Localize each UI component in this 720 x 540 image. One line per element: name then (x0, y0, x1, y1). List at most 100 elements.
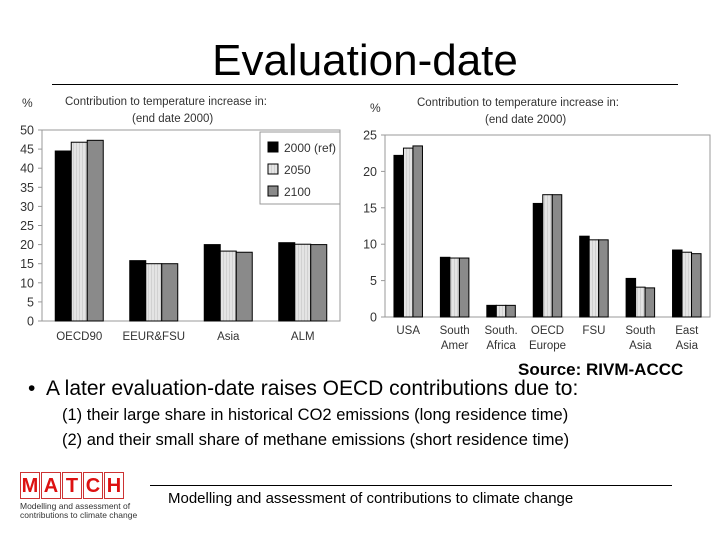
bar (70, 141, 88, 322)
y-tick-label: 20 (363, 165, 377, 179)
bar (219, 250, 237, 322)
chart-svg: % Contribution to temperature increase in… (20, 96, 341, 343)
bar (412, 145, 423, 318)
legend-swatch (267, 141, 279, 153)
x-tick-label: USA (396, 325, 420, 337)
x-tick-label: Africa (486, 340, 516, 352)
bar (278, 242, 296, 322)
x-tick-label: South. (484, 325, 517, 337)
x-tick-label: Europe (529, 340, 566, 352)
bar (294, 243, 312, 322)
chart-subtitle: (end date 2000) (132, 113, 213, 125)
x-tick-label: South (440, 325, 470, 337)
bar (542, 194, 553, 318)
y-tick-label: 25 (363, 129, 377, 143)
y-tick-label: 40 (20, 162, 34, 176)
y-unit-label: % (370, 101, 381, 115)
title-divider (52, 84, 678, 85)
bar (505, 304, 516, 318)
y-tick-label: 45 (20, 143, 34, 157)
legend-swatch (267, 163, 279, 175)
logo-letter: C (83, 472, 103, 499)
slide-title: Evaluation-date (212, 36, 518, 85)
x-tick-label: South (625, 325, 655, 337)
y-tick-label: 15 (20, 257, 34, 271)
bar (54, 150, 72, 322)
y-unit-label: % (22, 96, 33, 110)
x-tick-label: Asia (217, 331, 240, 343)
legend-label: 2100 (284, 185, 311, 199)
bar (681, 251, 693, 318)
logo-letter: H (104, 472, 124, 499)
y-tick-label: 15 (363, 201, 377, 215)
y-tick-label: 10 (20, 276, 34, 290)
bar (598, 239, 609, 318)
y-tick-label: 25 (20, 219, 34, 233)
x-tick-label: Asia (676, 340, 699, 352)
x-tick-label: ALM (291, 331, 315, 343)
footer-divider (150, 485, 672, 486)
bar (495, 304, 507, 318)
bar (449, 257, 460, 318)
legend-label: 2050 (284, 163, 311, 177)
match-logo: M A T C H Modelling and assessment of co… (20, 472, 137, 522)
bar (579, 235, 590, 318)
bar (310, 244, 328, 322)
logo-tagline: Modelling and assessment of contribution… (20, 502, 137, 520)
bar (625, 277, 637, 318)
y-tick-label: 50 (20, 124, 34, 138)
y-tick-label: 10 (363, 238, 377, 252)
logo-letter: A (41, 472, 61, 499)
bar (672, 249, 683, 318)
bar (161, 263, 179, 322)
y-tick-label: 30 (20, 200, 34, 214)
y-tick-label: 0 (27, 315, 34, 329)
logo-tagline-line: contributions to climate change (20, 510, 138, 520)
footer-text: Modelling and assessment of contribution… (168, 490, 574, 507)
logo-letter: M (20, 472, 40, 499)
bar (86, 139, 104, 322)
bar (486, 304, 497, 318)
y-tick-label: 20 (20, 238, 34, 252)
x-tick-label: Asia (629, 340, 652, 352)
bar (235, 251, 253, 322)
x-tick-label: OECD (531, 325, 564, 337)
bar (393, 154, 404, 318)
bar (635, 286, 646, 318)
x-tick-label: East (675, 325, 699, 337)
sub-point: (1) their large share in historical CO2 … (62, 406, 569, 424)
chart-title: Contribution to temperature increase in: (417, 97, 619, 109)
bar (458, 257, 470, 318)
bar (532, 202, 544, 318)
legend-label: 2000 (ref) (284, 141, 336, 155)
x-tick-label: OECD90 (56, 331, 102, 343)
legend: 2000 (ref) 2050 2100 (259, 131, 341, 205)
y-tick-label: 5 (370, 274, 377, 288)
bar (691, 253, 702, 318)
logo-letter: T (62, 472, 82, 499)
x-tick-label: FSU (582, 325, 605, 337)
country-contribution-chart: % Contribution to temperature increase in… (355, 88, 715, 360)
bar (402, 147, 414, 318)
regional-contribution-chart: % Contribution to temperature increase in… (10, 88, 345, 350)
y-tick-label: 5 (27, 295, 34, 309)
legend-swatch (267, 185, 279, 197)
bar (203, 244, 221, 322)
sub-point: (2) and their small share of methane emi… (62, 431, 570, 449)
chart-subtitle: (end date 2000) (485, 114, 566, 126)
bar (551, 194, 563, 318)
bar (129, 260, 147, 322)
y-tick-label: 0 (370, 311, 377, 325)
source-credit: Source: RIVM-ACCC (518, 360, 684, 379)
bar (439, 256, 451, 318)
bar (588, 239, 600, 318)
y-tick-label: 35 (20, 181, 34, 195)
chart-svg: % Contribution to temperature increase in… (363, 97, 711, 352)
logo-tagline-line: Modelling and assessment of (20, 501, 131, 511)
chart-title: Contribution to temperature increase in: (65, 96, 267, 108)
bullet-icon: • (28, 377, 36, 400)
bar (644, 287, 656, 318)
x-tick-label: EEUR&FSU (122, 331, 185, 343)
bullet-text: A later evaluation-date raises OECD cont… (46, 377, 579, 400)
x-tick-label: Amer (441, 340, 469, 352)
